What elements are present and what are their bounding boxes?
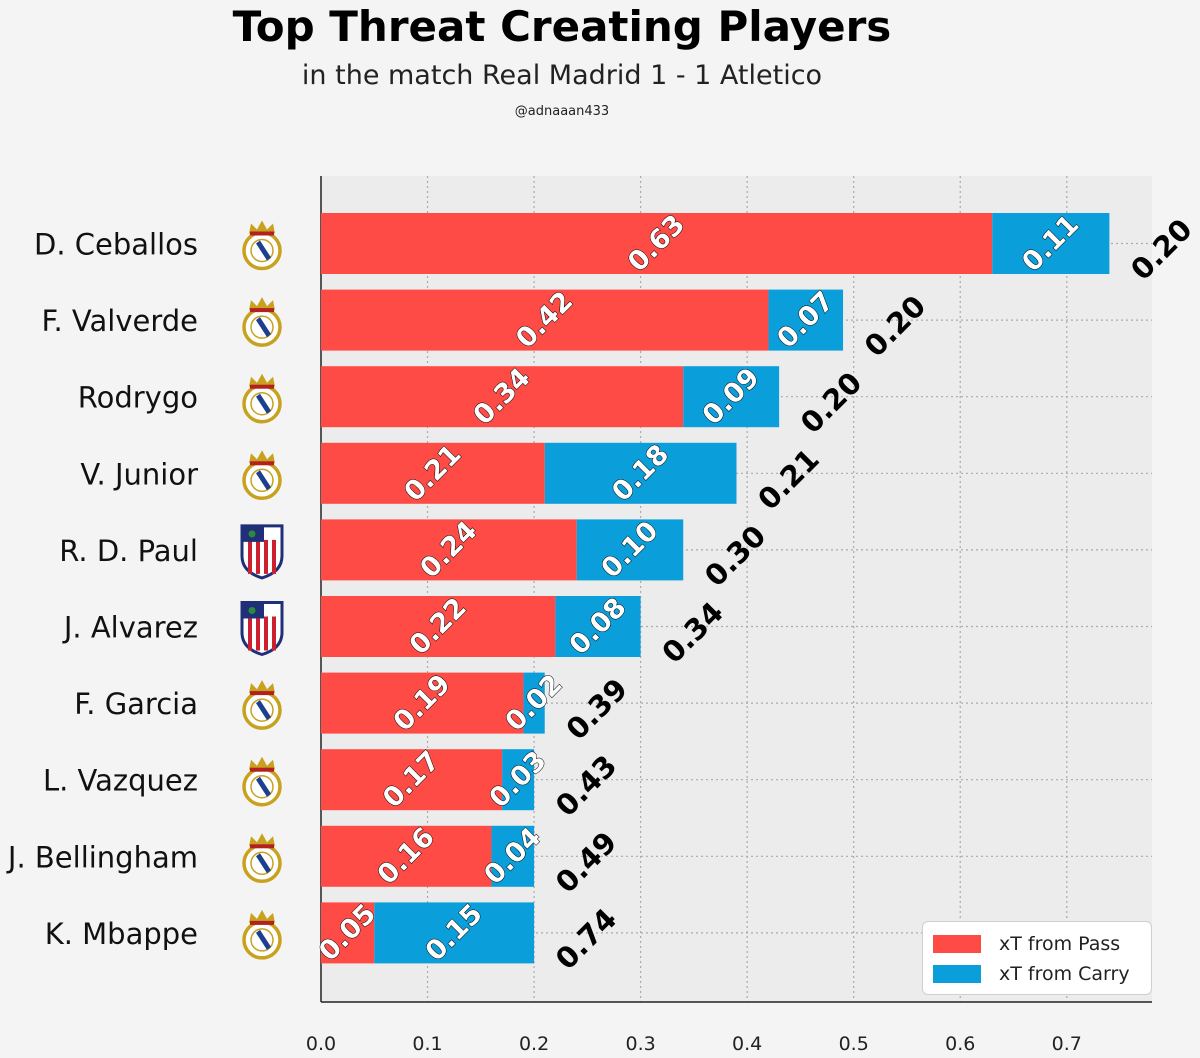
- crest-crown: [249, 373, 275, 387]
- bar-carry: [523, 672, 545, 734]
- legend-swatch-pass: [933, 935, 981, 953]
- x-tick-label: 0.4: [732, 1033, 762, 1055]
- crest-crown: [249, 833, 275, 847]
- crest-crown: [249, 680, 275, 694]
- x-tick-label: 0.2: [519, 1033, 549, 1055]
- crest-band: [256, 776, 271, 797]
- bar-pass: [321, 749, 503, 811]
- bar-pass: [321, 289, 769, 351]
- x-tick-label: 0.5: [839, 1033, 869, 1055]
- chart-credit: @adnaaan433: [514, 104, 610, 119]
- player-name: J. Bellingham: [6, 840, 198, 874]
- player-name: Rodrygo: [78, 381, 198, 415]
- player-name: V. Junior: [80, 457, 198, 491]
- crest-band: [256, 929, 271, 950]
- crest-crown-band: [250, 384, 274, 389]
- crest-tree: [248, 530, 256, 538]
- crest-band: [256, 240, 271, 261]
- legend-item-carry: xT from Carry: [933, 960, 1130, 988]
- crest-crown-band: [250, 691, 274, 696]
- crest-band: [256, 470, 271, 491]
- crest-crown: [249, 297, 275, 311]
- bar-pass: [321, 213, 993, 274]
- real-madrid-crest-icon: [242, 909, 282, 960]
- player-name: D. Ceballos: [34, 228, 198, 262]
- x-tick-label: 0.7: [1052, 1033, 1082, 1055]
- x-tick-label: 0.1: [412, 1033, 442, 1055]
- crest-crown: [249, 909, 275, 923]
- legend-swatch-carry: [933, 965, 981, 983]
- real-madrid-crest-icon: [242, 297, 282, 347]
- atletico-crest-icon: [240, 524, 284, 580]
- chart-legend: xT from Pass xT from Carry: [922, 921, 1152, 995]
- legend-label-carry: xT from Carry: [999, 963, 1130, 985]
- crest-crown-band: [250, 920, 274, 925]
- player-name: R. D. Paul: [59, 534, 198, 568]
- crest-crown: [249, 756, 275, 770]
- real-madrid-crest-icon: [242, 680, 282, 730]
- real-madrid-crest-icon: [242, 450, 282, 501]
- crest-crown-band: [250, 844, 274, 849]
- bar-pass: [321, 519, 577, 581]
- crest-stripe: [272, 539, 276, 574]
- bar-pass: [321, 672, 524, 734]
- chart-subtitle: in the match Real Madrid 1 - 1 Atletico: [301, 60, 823, 91]
- bar-pass: [321, 366, 684, 428]
- crest-band: [256, 317, 271, 338]
- player-name: J. Alvarez: [62, 611, 198, 645]
- bar-carry: [374, 902, 535, 964]
- crest-crown-band: [250, 767, 274, 772]
- player-name: F. Garcia: [74, 687, 198, 721]
- legend-item-pass: xT from Pass: [933, 930, 1120, 958]
- bar-carry: [502, 749, 535, 811]
- x-tick-label: 0.3: [626, 1033, 656, 1055]
- x-tick-label: 0.6: [945, 1033, 975, 1055]
- real-madrid-crest-icon: [242, 373, 282, 424]
- bar-carry: [768, 289, 844, 351]
- real-madrid-crest-icon: [242, 833, 282, 884]
- legend-label-pass: xT from Pass: [999, 933, 1121, 955]
- player-name: L. Vazquez: [43, 764, 198, 798]
- bar-carry: [544, 442, 737, 504]
- crest-stripe: [256, 616, 260, 651]
- crest-band: [256, 853, 271, 874]
- bar-carry: [491, 825, 535, 887]
- real-madrid-crest-icon: [242, 756, 282, 807]
- crest-stripe: [264, 616, 268, 651]
- x-tick-label: 0.0: [306, 1033, 336, 1055]
- chart-title: Top Threat Creating Players: [232, 2, 892, 51]
- bar-pass: [321, 902, 375, 964]
- player-name: K. Mbappe: [45, 917, 198, 951]
- crest-tree: [248, 607, 256, 614]
- crest-stripe: [272, 616, 276, 651]
- bar-carry: [992, 213, 1110, 274]
- crest-band: [256, 393, 271, 414]
- bar-pass: [321, 825, 492, 887]
- crest-crown: [249, 450, 275, 464]
- crest-crown-band: [250, 308, 274, 313]
- crest-stripe: [264, 539, 268, 574]
- real-madrid-crest-icon: [242, 220, 282, 271]
- crest-crown-band: [250, 461, 274, 466]
- crest-stripe: [248, 539, 252, 574]
- player-name: F. Valverde: [41, 304, 198, 338]
- bar-pass: [321, 442, 545, 504]
- crest-crown: [249, 220, 275, 234]
- crest-stripe: [256, 539, 260, 574]
- bar-carry: [576, 519, 684, 581]
- atletico-crest-icon: [240, 601, 284, 657]
- crest-stripe: [248, 616, 252, 651]
- bar-carry: [555, 596, 641, 657]
- crest-band: [256, 700, 271, 721]
- bar-carry: [683, 366, 780, 428]
- bar-pass: [321, 596, 556, 657]
- crest-crown-band: [250, 231, 274, 236]
